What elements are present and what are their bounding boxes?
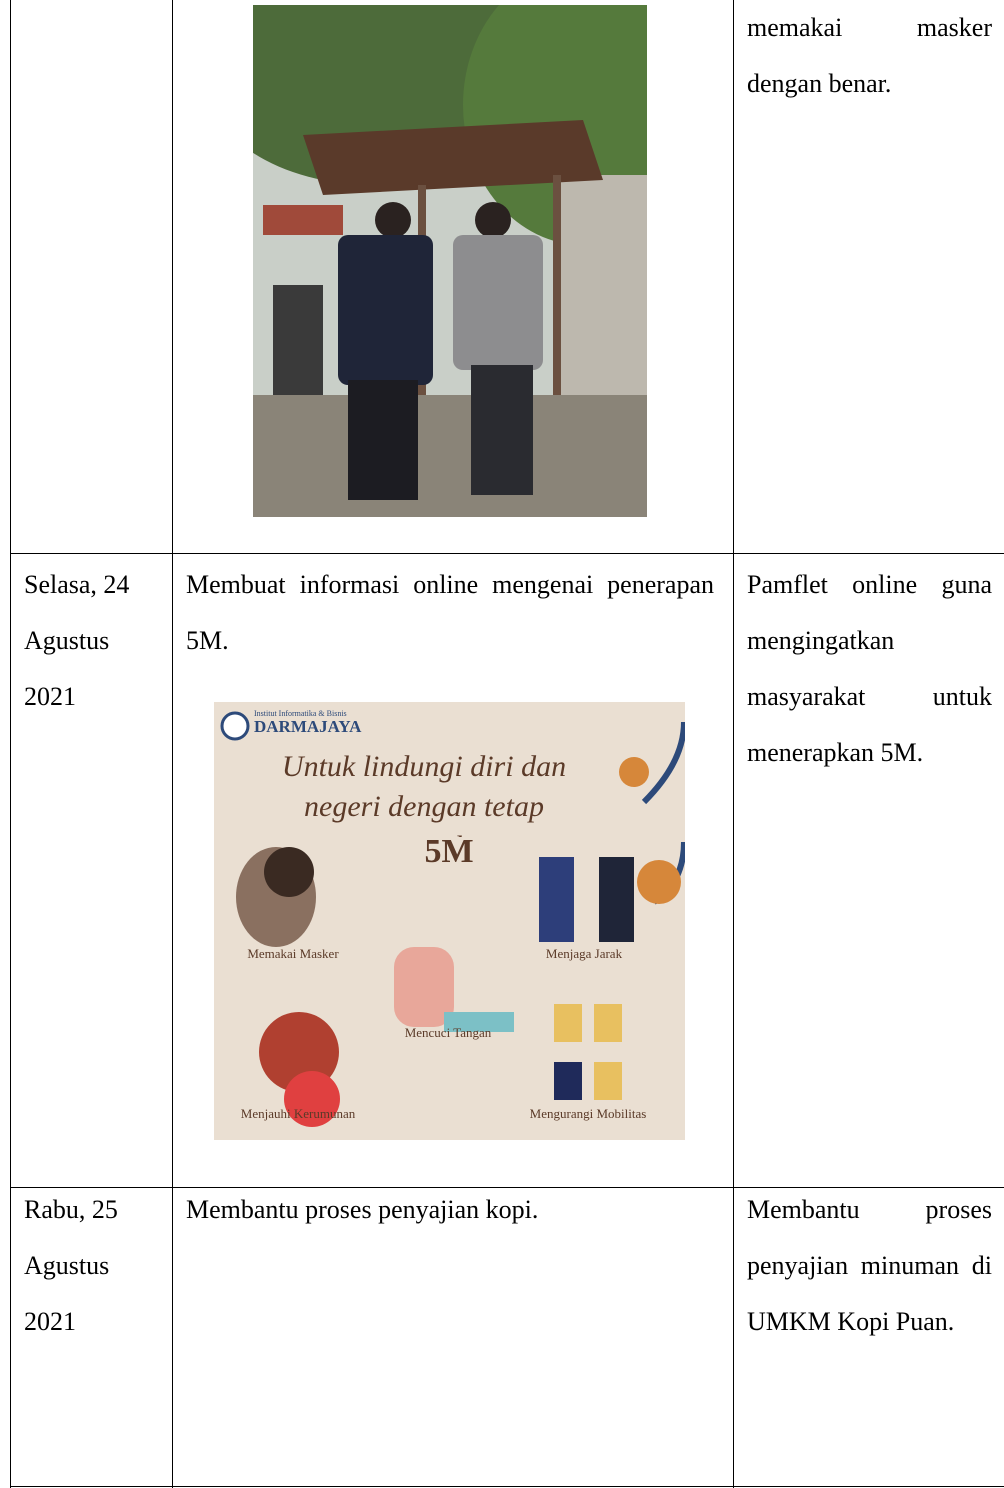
description: Pamflet online guna mengingatkan masyara…	[747, 570, 992, 767]
poster-item: Memakai Masker	[247, 946, 339, 961]
poster-item: Mengurangi Mobilitas	[530, 1106, 647, 1121]
description: Membantu proses penyajian minuman di UMK…	[747, 1195, 992, 1336]
poster-institute: Institut Informatika & Bisnis	[254, 709, 347, 718]
activity: Membantu proses penyajian kopi.	[186, 1195, 539, 1224]
poster-item: Mencuci Tangan	[405, 1025, 492, 1040]
table-border	[10, 553, 1004, 554]
poster-headline: Untuk lindungi diri dan negeri dengan te…	[281, 750, 567, 837]
activity: Membuat informasi online mengenai penera…	[186, 570, 714, 655]
poster-item: Menjauhi Kerumunan	[241, 1106, 356, 1121]
activity-photo	[253, 5, 647, 517]
table-border	[10, 0, 11, 1488]
poster-big: 5M	[424, 833, 473, 870]
table-border	[10, 1187, 1004, 1188]
table-border	[10, 1486, 1004, 1487]
description: memakai masker dengan benar.	[747, 13, 992, 98]
poster: Institut Informatika & Bisnis DARMAJAYA …	[214, 702, 685, 1140]
poster-item: Menjaga Jarak	[546, 946, 623, 961]
table-border	[172, 0, 173, 1488]
date: Selasa, 24 Agustus 2021	[24, 570, 130, 711]
poster-brand: DARMAJAYA	[254, 717, 362, 736]
table-border	[733, 0, 734, 1488]
date: Rabu, 25 Agustus 2021	[24, 1195, 118, 1336]
